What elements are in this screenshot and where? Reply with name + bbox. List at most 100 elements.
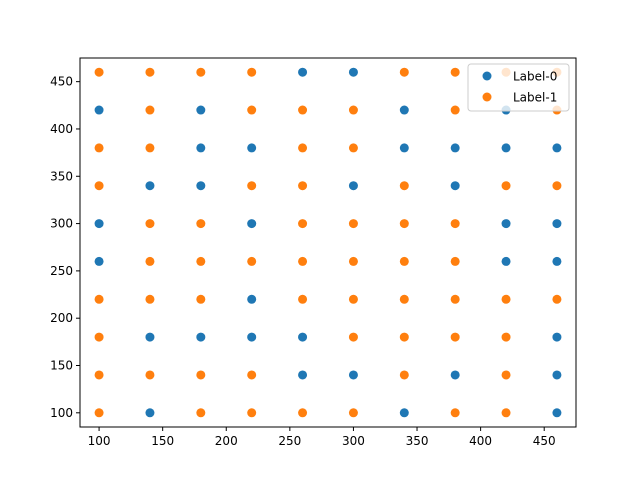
- data-point-label-1: [247, 370, 257, 380]
- data-point-label-1: [450, 256, 460, 266]
- data-point-label-1: [94, 294, 104, 304]
- data-point-label-0: [552, 370, 562, 380]
- data-point-label-0: [552, 219, 562, 229]
- x-tick-label: 150: [151, 434, 174, 448]
- x-tick-label: 450: [533, 434, 556, 448]
- data-point-label-0: [399, 105, 409, 115]
- data-point-label-0: [145, 332, 155, 342]
- data-point-label-0: [450, 370, 460, 380]
- y-tick-label: 400: [50, 122, 73, 136]
- data-point-label-0: [145, 181, 155, 191]
- data-point-label-0: [247, 143, 257, 153]
- data-point-label-1: [399, 67, 409, 77]
- data-point-label-1: [145, 256, 155, 266]
- data-point-label-0: [450, 143, 460, 153]
- data-point-label-1: [94, 408, 104, 418]
- data-point-label-1: [247, 408, 257, 418]
- legend-label-0: Label-0: [513, 70, 557, 84]
- data-point-label-1: [450, 67, 460, 77]
- data-point-label-1: [247, 105, 257, 115]
- data-point-label-1: [145, 143, 155, 153]
- data-point-label-1: [450, 408, 460, 418]
- y-tick-label: 350: [50, 169, 73, 183]
- data-point-label-1: [450, 219, 460, 229]
- legend-marker-label-0: [482, 71, 492, 81]
- data-point-label-0: [94, 219, 104, 229]
- data-point-label-1: [399, 332, 409, 342]
- data-point-label-1: [196, 370, 206, 380]
- data-point-label-1: [145, 370, 155, 380]
- data-point-label-1: [399, 181, 409, 191]
- y-tick-label: 250: [50, 264, 73, 278]
- data-point-label-0: [399, 408, 409, 418]
- data-point-label-1: [94, 143, 104, 153]
- data-point-label-1: [94, 67, 104, 77]
- data-point-label-1: [298, 143, 308, 153]
- data-point-label-0: [552, 256, 562, 266]
- data-point-label-0: [145, 408, 155, 418]
- data-point-label-0: [247, 294, 257, 304]
- data-point-label-1: [94, 332, 104, 342]
- data-point-label-0: [348, 181, 358, 191]
- data-point-label-1: [196, 67, 206, 77]
- data-point-label-0: [298, 67, 308, 77]
- data-point-label-1: [501, 408, 511, 418]
- data-point-label-1: [247, 181, 257, 191]
- data-point-label-0: [399, 143, 409, 153]
- data-point-label-1: [399, 370, 409, 380]
- x-tick-label: 100: [88, 434, 111, 448]
- data-point-label-0: [298, 370, 308, 380]
- data-point-label-1: [145, 67, 155, 77]
- data-point-label-0: [247, 332, 257, 342]
- data-point-label-1: [145, 219, 155, 229]
- y-tick-label: 300: [50, 217, 73, 231]
- data-point-label-1: [501, 370, 511, 380]
- x-tick-label: 200: [215, 434, 238, 448]
- scatter-points: [94, 67, 562, 418]
- data-point-label-0: [501, 143, 511, 153]
- data-point-label-0: [196, 181, 206, 191]
- data-point-label-1: [552, 294, 562, 304]
- data-point-label-0: [247, 219, 257, 229]
- data-point-label-1: [298, 408, 308, 418]
- data-point-label-0: [298, 332, 308, 342]
- data-point-label-0: [348, 67, 358, 77]
- data-point-label-0: [552, 143, 562, 153]
- data-point-label-0: [450, 181, 460, 191]
- y-tick-label: 150: [50, 359, 73, 373]
- data-point-label-1: [196, 294, 206, 304]
- y-tick-label: 100: [50, 406, 73, 420]
- data-point-label-1: [450, 105, 460, 115]
- data-point-label-1: [399, 219, 409, 229]
- data-point-label-1: [247, 67, 257, 77]
- data-point-label-1: [145, 294, 155, 304]
- data-point-label-1: [348, 332, 358, 342]
- data-point-label-1: [399, 256, 409, 266]
- x-tick-label: 300: [342, 434, 365, 448]
- data-point-label-1: [196, 408, 206, 418]
- data-point-label-0: [348, 370, 358, 380]
- legend-label-1: Label-1: [513, 91, 557, 105]
- data-point-label-1: [348, 143, 358, 153]
- x-tick-label: 400: [469, 434, 492, 448]
- data-point-label-1: [450, 294, 460, 304]
- data-point-label-0: [552, 332, 562, 342]
- data-point-label-1: [196, 256, 206, 266]
- data-point-label-1: [94, 181, 104, 191]
- y-axis-ticks: 100 150 200 250 300 350 400 450: [50, 75, 80, 420]
- data-point-label-1: [348, 256, 358, 266]
- data-point-label-1: [298, 181, 308, 191]
- data-point-label-0: [196, 143, 206, 153]
- y-tick-label: 200: [50, 311, 73, 325]
- axes-frame: [79, 57, 577, 428]
- legend-marker-label-1: [482, 92, 492, 102]
- data-point-label-0: [196, 105, 206, 115]
- x-tick-label: 250: [278, 434, 301, 448]
- data-point-label-1: [94, 370, 104, 380]
- data-point-label-1: [298, 256, 308, 266]
- data-point-label-1: [501, 294, 511, 304]
- data-point-label-1: [450, 332, 460, 342]
- legend-box: [467, 63, 570, 112]
- y-tick-label: 450: [50, 75, 73, 89]
- data-point-label-0: [94, 256, 104, 266]
